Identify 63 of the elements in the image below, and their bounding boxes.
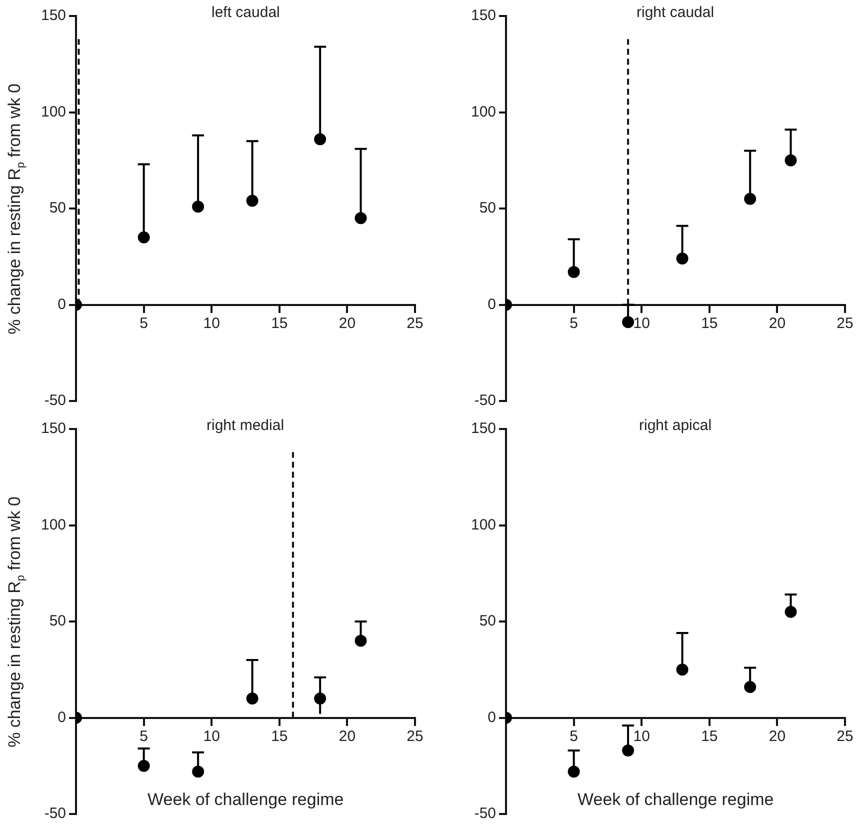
y-tick-label: 0 (58, 708, 66, 726)
y-tick-label: 50 (49, 200, 66, 217)
x-tick-label: 25 (836, 314, 854, 332)
x-tick-label: 10 (203, 728, 220, 745)
x-tick-label: 15 (701, 314, 718, 332)
y-tick-label: 100 (40, 516, 66, 534)
point (784, 154, 797, 166)
x-tick-label: 15 (701, 728, 718, 745)
x-tick-label: 20 (338, 728, 356, 745)
y-tick-label: 50 (479, 612, 496, 630)
y-tick-label: 0 (58, 296, 66, 313)
y-tick-label: 0 (488, 708, 496, 726)
y-tick-label: 150 (40, 7, 66, 24)
x-tick-label: 25 (406, 728, 424, 745)
x-tick-label: 15 (271, 314, 288, 332)
point (676, 252, 688, 265)
y-tick-label: -50 (44, 392, 66, 410)
point (784, 606, 797, 618)
point (314, 133, 326, 146)
point (676, 664, 688, 676)
x-tick-label: 10 (203, 314, 220, 332)
x-tick-label: 5 (140, 728, 148, 745)
point (354, 212, 367, 224)
y-tick-label: 50 (49, 612, 66, 630)
point (622, 316, 634, 328)
y-tick-label: -50 (44, 805, 66, 822)
chart-title: right medial (206, 417, 284, 434)
y-tick-label: 150 (470, 420, 496, 438)
x-axis-title: Week of challenge regime (148, 790, 344, 810)
y-tick-label: 100 (470, 103, 496, 120)
y-tick-label: 100 (470, 516, 496, 534)
chart-title: left caudal (212, 4, 280, 21)
point (744, 680, 756, 693)
x-tick-label: 20 (338, 314, 356, 332)
x-tick-label: 10 (633, 728, 650, 745)
y-tick-label: 50 (479, 200, 496, 217)
x-tick-label: 15 (271, 728, 288, 745)
y-tick-label: 150 (40, 420, 66, 438)
x-tick-label: 20 (768, 314, 786, 332)
point (568, 266, 580, 278)
x-tick-label: 5 (570, 314, 578, 332)
point (744, 192, 756, 205)
x-tick-label: 25 (836, 728, 854, 745)
point (138, 760, 150, 772)
x-tick-label: 20 (768, 728, 786, 745)
point (568, 766, 580, 778)
x-axis-title: Week of challenge regime (578, 790, 774, 810)
point (192, 200, 204, 213)
chart-title: right apical (639, 417, 712, 434)
y-tick-label: -50 (474, 805, 496, 822)
y-tick-label: -50 (474, 392, 496, 410)
y-tick-label: 100 (40, 103, 66, 120)
y-tick-label: 150 (470, 7, 496, 24)
point (138, 231, 150, 244)
point (622, 744, 634, 756)
point (246, 692, 258, 704)
x-tick-label: 5 (570, 728, 578, 745)
x-tick-label: 5 (140, 314, 148, 332)
x-tick-label: 10 (633, 314, 650, 332)
point (192, 766, 204, 778)
x-tick-label: 25 (406, 314, 424, 332)
chart-title: right caudal (636, 4, 714, 21)
y-tick-label: 0 (488, 296, 496, 313)
